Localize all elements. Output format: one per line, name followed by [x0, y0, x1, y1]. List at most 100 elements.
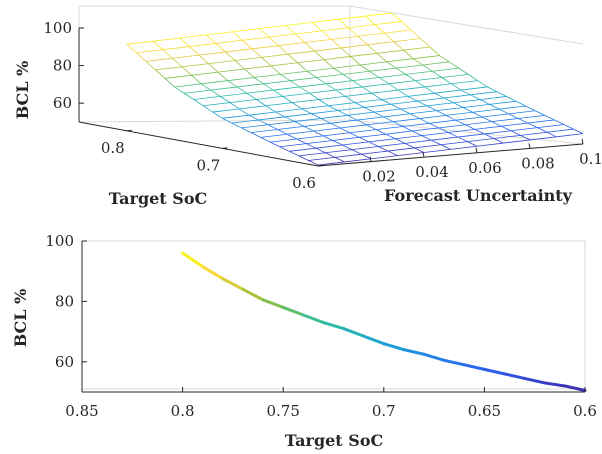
mesh-line: [315, 144, 343, 149]
mesh-line: [546, 131, 557, 138]
mesh-line: [231, 122, 242, 129]
mesh-line: [340, 47, 351, 57]
mesh-line: [383, 113, 411, 118]
mesh-line: [279, 143, 307, 148]
mesh-line: [328, 102, 355, 107]
mesh-line: [415, 80, 426, 88]
mesh-line: [234, 60, 245, 70]
mesh-line: [311, 113, 322, 119]
mesh-line: [477, 80, 488, 88]
mesh-line: [244, 68, 255, 78]
mesh-line: [337, 106, 365, 111]
mesh-line: [479, 99, 490, 105]
mesh-line: [306, 143, 316, 149]
mesh-line: [328, 105, 339, 111]
line-segment: [482, 367, 507, 376]
mesh-line: [401, 21, 412, 31]
x-tick-label: 0.85: [65, 402, 98, 420]
line-segment: [321, 321, 346, 331]
mesh-line: [493, 138, 504, 144]
line-segment: [201, 265, 225, 281]
mesh-line: [201, 80, 228, 85]
mesh-line: [331, 39, 342, 49]
mesh-line: [525, 105, 536, 112]
line-segment: [301, 313, 325, 325]
mesh-line: [145, 61, 156, 71]
mesh-line: [366, 124, 377, 130]
mesh-line: [239, 105, 266, 110]
mesh-line: [239, 108, 250, 116]
mesh-line: [198, 51, 226, 56]
surface-ylabel: Target SoC: [109, 189, 207, 208]
line-segment: [382, 342, 406, 352]
mesh-line: [413, 55, 440, 60]
mesh-line: [487, 86, 498, 93]
mesh-line: [338, 15, 366, 20]
mesh-line: [297, 59, 325, 64]
mesh-line: [510, 130, 521, 136]
surface-plot: 60 80 100 0.02 0.04 0.06 0.08 0.1 0.8 0.7 0.6 BC…: [13, 5, 602, 208]
x-tick-label: 0.06: [468, 159, 501, 177]
mesh-line: [304, 38, 332, 43]
mesh-line: [360, 61, 387, 66]
mesh-line: [285, 21, 313, 26]
mesh-line: [496, 91, 507, 97]
mesh-line: [307, 67, 334, 72]
mesh-line: [212, 108, 240, 113]
mesh-line: [277, 125, 305, 130]
mesh-line: [267, 124, 278, 130]
mesh-line: [241, 124, 269, 129]
mesh-line: [544, 114, 555, 121]
mesh-line: [250, 132, 261, 138]
mesh-line: [191, 71, 219, 76]
mesh-line: [462, 107, 473, 113]
mesh-line: [472, 111, 483, 118]
mesh-line: [189, 43, 216, 47]
mesh-line: [299, 83, 327, 88]
mesh-line: [294, 118, 322, 122]
x-tick-label: 0.7: [372, 402, 396, 420]
mesh-line: [174, 83, 202, 88]
mesh-line: [145, 57, 173, 62]
mesh-line: [155, 66, 183, 71]
mesh-line: [448, 61, 459, 69]
mesh-line: [448, 132, 459, 138]
mesh-line: [508, 113, 519, 119]
mesh-line: [409, 113, 420, 119]
mesh-line: [174, 86, 185, 94]
mesh-line: [451, 83, 462, 91]
mesh-line: [376, 53, 387, 63]
mesh-line: [234, 56, 262, 61]
z-ticks: 60 80 100: [43, 19, 84, 112]
x-tick-label: 0.65: [468, 402, 501, 420]
mesh-line: [455, 119, 466, 126]
mesh-line: [367, 41, 395, 46]
y-tick-label: 80: [55, 292, 74, 310]
mesh-line: [290, 77, 317, 82]
mesh-line: [368, 138, 396, 143]
mesh-line: [326, 80, 353, 85]
plot-frame: [81, 240, 586, 393]
mesh-line: [184, 89, 211, 94]
mesh-line: [400, 108, 411, 115]
x-tick-mark: [475, 147, 478, 153]
mesh-line: [295, 30, 322, 35]
mesh-line: [208, 60, 236, 65]
mesh-line: [407, 95, 418, 102]
mesh-line: [309, 92, 320, 100]
mesh-line: [301, 105, 329, 110]
mesh-line: [515, 100, 526, 107]
mesh-line: [331, 35, 358, 40]
mesh-line: [303, 125, 314, 132]
mesh-line: [429, 122, 439, 129]
mesh-line: [258, 116, 286, 121]
mesh-line: [518, 118, 528, 124]
mesh-line: [337, 110, 348, 116]
mesh-line: [345, 96, 356, 103]
mesh-line: [162, 49, 173, 59]
mesh-line: [368, 141, 379, 147]
mesh-line: [275, 111, 286, 118]
line-segment: [362, 334, 386, 346]
mesh-line: [296, 138, 307, 144]
